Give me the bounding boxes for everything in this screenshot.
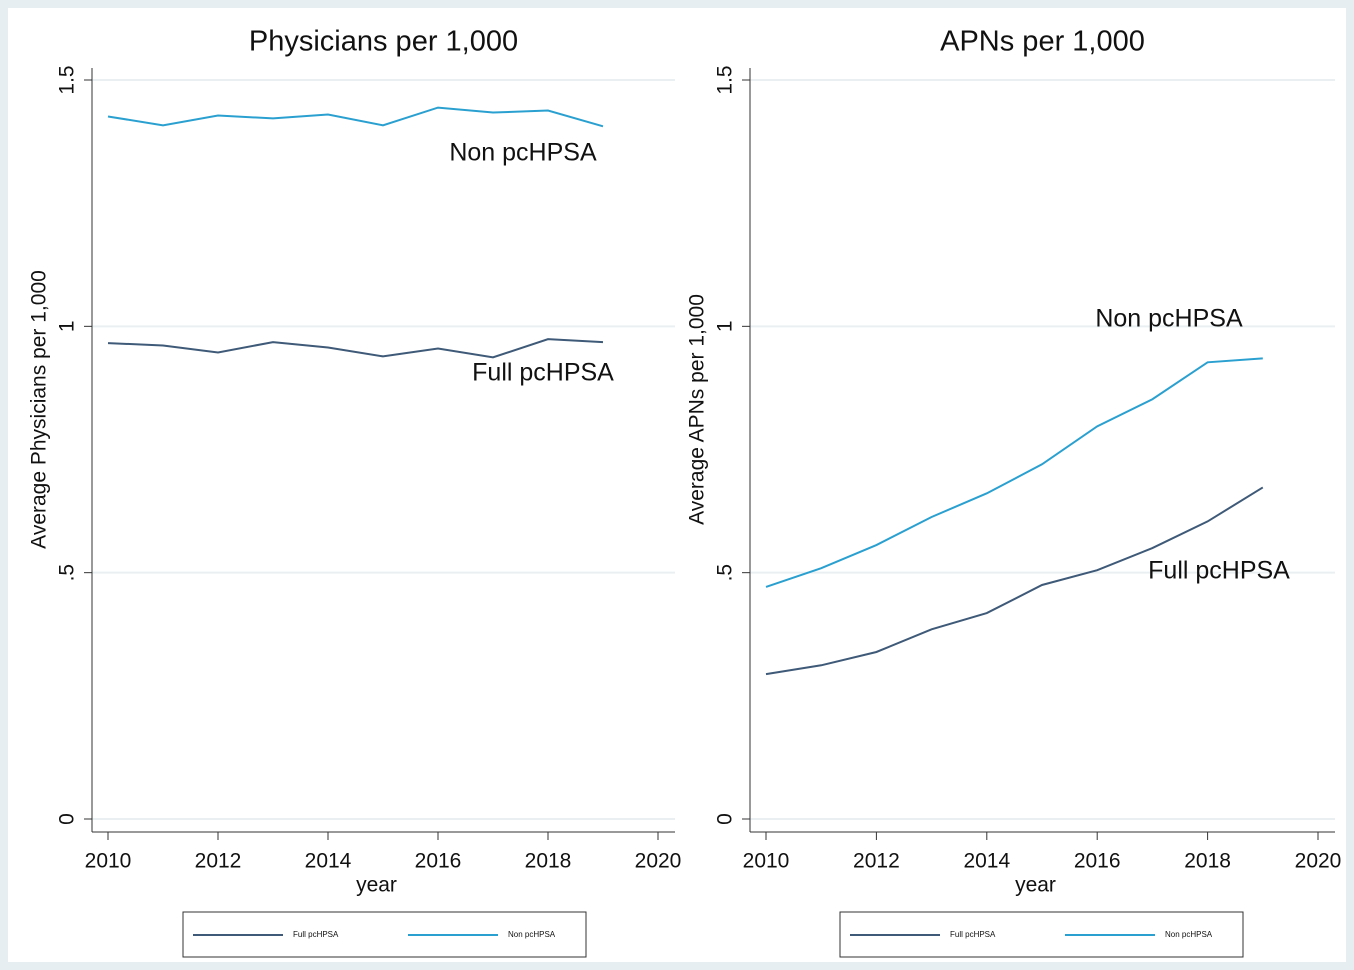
y-tick-label: 0: [56, 813, 79, 825]
legend-label: Full pcHPSA: [293, 930, 339, 939]
annotation: Full pcHPSA: [472, 359, 614, 387]
y-tick-label: 1.5: [56, 65, 79, 94]
x-tick-label: 2012: [853, 850, 900, 873]
x-tick-label: 2020: [635, 850, 682, 873]
x-tick-label: 2014: [963, 850, 1010, 873]
x-axis-label: year: [1015, 874, 1056, 897]
y-axis-label: Average APNs per 1,000: [686, 294, 709, 525]
annotation: Non pcHPSA: [1095, 305, 1243, 333]
chart-title: APNs per 1,000: [940, 26, 1145, 58]
y-tick-label: 1: [714, 320, 737, 332]
x-axis-label: year: [356, 874, 397, 897]
annotation: Full pcHPSA: [1148, 557, 1290, 585]
x-tick-label: 2012: [195, 850, 242, 873]
legend-box: [839, 911, 1244, 958]
y-tick-label: 1: [56, 320, 79, 332]
annotation: Non pcHPSA: [449, 139, 597, 167]
y-tick-label: 1.5: [714, 65, 737, 94]
y-tick-label: .5: [714, 564, 737, 582]
x-tick-label: 2014: [305, 850, 352, 873]
figure-background: [8, 8, 1346, 962]
chart-title: Physicians per 1,000: [249, 26, 518, 58]
line-series: [765, 486, 1264, 676]
y-tick-label: .5: [56, 564, 79, 582]
x-tick-label: 2018: [525, 850, 572, 873]
x-tick-label: 2010: [85, 850, 132, 873]
x-tick-label: 2020: [1295, 850, 1342, 873]
legend-label: Non pcHPSA: [1165, 930, 1213, 939]
y-axis-label: Average Physicians per 1,000: [28, 270, 51, 549]
x-tick-label: 2016: [1074, 850, 1121, 873]
line-series: [765, 357, 1263, 588]
x-tick-label: 2018: [1184, 850, 1231, 873]
legend-box: [182, 911, 587, 958]
y-tick-label: 0: [714, 813, 737, 825]
x-tick-label: 2010: [743, 850, 790, 873]
x-tick-label: 2016: [415, 850, 462, 873]
legend-label: Non pcHPSA: [508, 930, 556, 939]
legend-label: Full pcHPSA: [950, 930, 996, 939]
line-series: [107, 338, 604, 359]
line-series: [107, 106, 604, 128]
